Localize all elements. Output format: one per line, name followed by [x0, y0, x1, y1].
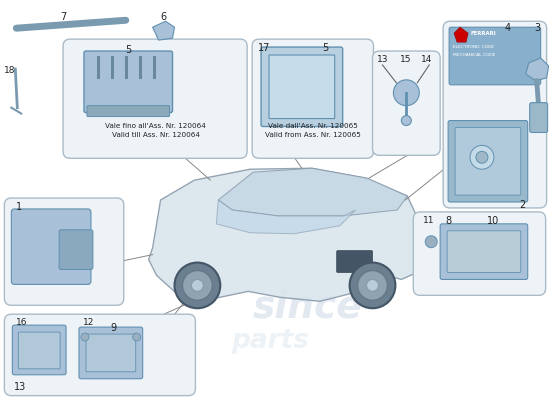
FancyBboxPatch shape [59, 230, 93, 270]
FancyBboxPatch shape [12, 325, 66, 375]
Text: FERRARI: FERRARI [470, 31, 496, 36]
Text: ELECTRONIC CODE: ELECTRONIC CODE [453, 45, 494, 49]
Text: 14: 14 [421, 55, 433, 64]
Circle shape [366, 280, 378, 291]
Circle shape [183, 270, 212, 300]
FancyBboxPatch shape [443, 21, 547, 208]
Text: 2: 2 [519, 200, 525, 210]
Circle shape [476, 151, 488, 163]
Text: Valid from Ass. Nr. 120065: Valid from Ass. Nr. 120065 [265, 132, 361, 138]
Circle shape [174, 262, 221, 308]
FancyBboxPatch shape [413, 212, 546, 295]
FancyBboxPatch shape [448, 120, 527, 202]
Text: 13: 13 [14, 382, 26, 392]
Text: 15: 15 [400, 55, 412, 64]
Text: Vale fino all'Ass. Nr. 120064: Vale fino all'Ass. Nr. 120064 [105, 122, 206, 128]
Circle shape [350, 262, 395, 308]
Text: parts: parts [231, 328, 309, 354]
Text: 10: 10 [487, 216, 499, 226]
Circle shape [402, 116, 411, 126]
Circle shape [191, 280, 204, 291]
Text: 6: 6 [161, 12, 167, 22]
Text: Valid till Ass. Nr. 120064: Valid till Ass. Nr. 120064 [112, 132, 200, 138]
Text: Vale dall'Ass. Nr. 120065: Vale dall'Ass. Nr. 120065 [268, 122, 358, 128]
FancyBboxPatch shape [372, 51, 440, 155]
FancyBboxPatch shape [449, 27, 541, 85]
Circle shape [358, 270, 387, 300]
FancyBboxPatch shape [337, 251, 372, 272]
Text: since: since [253, 289, 362, 325]
Text: 7: 7 [60, 12, 66, 22]
FancyBboxPatch shape [12, 209, 91, 284]
Polygon shape [218, 168, 408, 216]
Text: 11: 11 [424, 216, 434, 225]
FancyBboxPatch shape [440, 224, 527, 280]
FancyBboxPatch shape [86, 334, 136, 372]
Circle shape [133, 333, 141, 341]
FancyBboxPatch shape [84, 51, 173, 113]
FancyBboxPatch shape [87, 106, 169, 116]
FancyBboxPatch shape [4, 198, 124, 305]
FancyBboxPatch shape [4, 314, 195, 396]
FancyBboxPatch shape [79, 327, 142, 379]
Polygon shape [148, 168, 419, 301]
FancyBboxPatch shape [18, 332, 60, 369]
Text: 13: 13 [377, 55, 388, 64]
Polygon shape [152, 21, 174, 40]
FancyBboxPatch shape [447, 231, 521, 272]
Circle shape [470, 145, 494, 169]
Text: 8: 8 [445, 216, 451, 226]
FancyBboxPatch shape [455, 128, 521, 195]
Text: 18: 18 [4, 66, 16, 75]
FancyBboxPatch shape [252, 39, 373, 158]
Text: 12: 12 [83, 318, 95, 327]
Text: 5: 5 [322, 43, 328, 53]
Text: 16: 16 [16, 318, 28, 327]
Text: 5: 5 [125, 45, 132, 55]
Circle shape [81, 333, 89, 341]
Text: 9: 9 [111, 323, 117, 333]
FancyBboxPatch shape [530, 103, 548, 132]
FancyBboxPatch shape [269, 55, 335, 118]
Circle shape [425, 236, 437, 248]
Circle shape [393, 80, 419, 106]
Text: 3: 3 [535, 23, 541, 33]
Polygon shape [216, 200, 356, 234]
Text: 17: 17 [258, 43, 271, 53]
Text: 1: 1 [16, 202, 23, 212]
FancyBboxPatch shape [261, 47, 343, 126]
FancyBboxPatch shape [63, 39, 247, 158]
Polygon shape [454, 27, 468, 42]
Polygon shape [526, 58, 548, 81]
Text: 4: 4 [505, 23, 511, 33]
Text: MECHANICAL CODE: MECHANICAL CODE [453, 53, 496, 57]
